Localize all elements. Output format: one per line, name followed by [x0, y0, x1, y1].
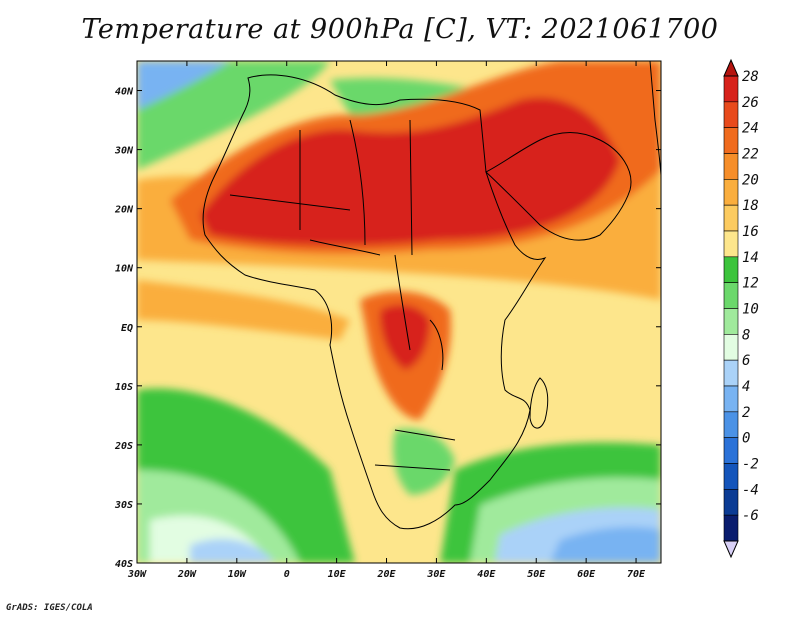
- colorbar-label: 2: [742, 405, 750, 421]
- colorbar-swatch: [723, 75, 739, 103]
- axis-labels: 30W 20W 10W 0 10E 20E 30E 40E 50E 60E 70E 40N 30N 20N…: [114, 87, 646, 580]
- lon-tick-label: 20E: [376, 569, 396, 580]
- colorbar-swatch: [723, 334, 739, 361]
- colorbar-label: -4: [742, 482, 759, 498]
- lon-tick-label: 40E: [477, 569, 496, 580]
- lat-tick-label: 10S: [115, 382, 133, 393]
- lat-tick-label: 30N: [114, 146, 134, 157]
- colorbar-swatch: [723, 463, 739, 490]
- lat-tick-label: 10N: [115, 264, 134, 275]
- colorbar-label: 0: [742, 431, 750, 447]
- colorbar-label: 12: [742, 276, 759, 292]
- colorbar-swatch: [723, 153, 739, 180]
- colorbar-swatch: [723, 179, 739, 206]
- colorbar-swatch: [723, 127, 739, 154]
- colorbar-swatch: [723, 359, 739, 387]
- map-frame: [136, 60, 662, 564]
- lat-tick-label: 30S: [114, 500, 133, 511]
- lon-tick-label: 70E: [627, 569, 646, 580]
- lat-tick-label: 40S: [115, 559, 133, 570]
- colorbar-label: 24: [742, 121, 759, 137]
- footer-credit: GrADS: IGES/COLA: [6, 603, 93, 613]
- colorbar-swatch: [723, 256, 739, 283]
- colorbar-swatch: [723, 308, 739, 335]
- colorbar-swatch: [723, 282, 739, 309]
- colorbar-label: 10: [742, 302, 759, 318]
- colorbar-label: 4: [742, 379, 750, 395]
- colorbar-label: 28: [742, 69, 759, 85]
- colorbar-label: 18: [742, 198, 759, 214]
- lat-tick-label: 40N: [115, 87, 134, 98]
- lat-tick-label: 20S: [114, 441, 133, 452]
- lon-tick-label: 10E: [328, 569, 347, 580]
- colorbar-swatch: [723, 101, 739, 128]
- axis-ticks: [136, 61, 661, 564]
- lon-tick-label: 60E: [577, 569, 596, 580]
- lon-tick-label: 20W: [177, 569, 197, 580]
- lat-tick-label: 20N: [114, 205, 134, 216]
- page-title: Temperature at 900hPa [C], VT: 202106170…: [81, 14, 719, 45]
- colorbar-swatch: [723, 230, 739, 258]
- colorbar-swatch: [723, 437, 739, 464]
- colorbar-label: 14: [742, 250, 759, 266]
- colorbar-label: -6: [742, 508, 759, 524]
- colorbar-label: 8: [742, 327, 750, 343]
- colorbar-swatch: [723, 489, 739, 516]
- lon-tick-label: 0: [284, 569, 290, 580]
- lon-tick-label: 10W: [228, 569, 247, 580]
- colorbar-label: 16: [742, 224, 759, 240]
- colorbar-max-arrow: [723, 58, 739, 77]
- colorbar-label: 26: [742, 95, 759, 111]
- colorbar-swatch: [723, 204, 739, 232]
- lon-tick-label: 50E: [527, 569, 546, 580]
- colorbar-min-arrow: [723, 540, 739, 559]
- lon-tick-label: 30W: [127, 569, 147, 580]
- colorbar-label: 22: [742, 147, 759, 163]
- colorbar-swatch: [723, 514, 739, 542]
- colorbar-label: -2: [742, 457, 759, 473]
- colorbar-swatch: [723, 385, 739, 413]
- lon-tick-label: 30E: [426, 569, 446, 580]
- colorbar-label: 6: [742, 353, 750, 369]
- colorbar-swatch: [723, 411, 739, 438]
- lat-tick-label: EQ: [121, 323, 133, 334]
- temperature-field: [137, 61, 661, 563]
- colorbar-label: 20: [742, 172, 759, 188]
